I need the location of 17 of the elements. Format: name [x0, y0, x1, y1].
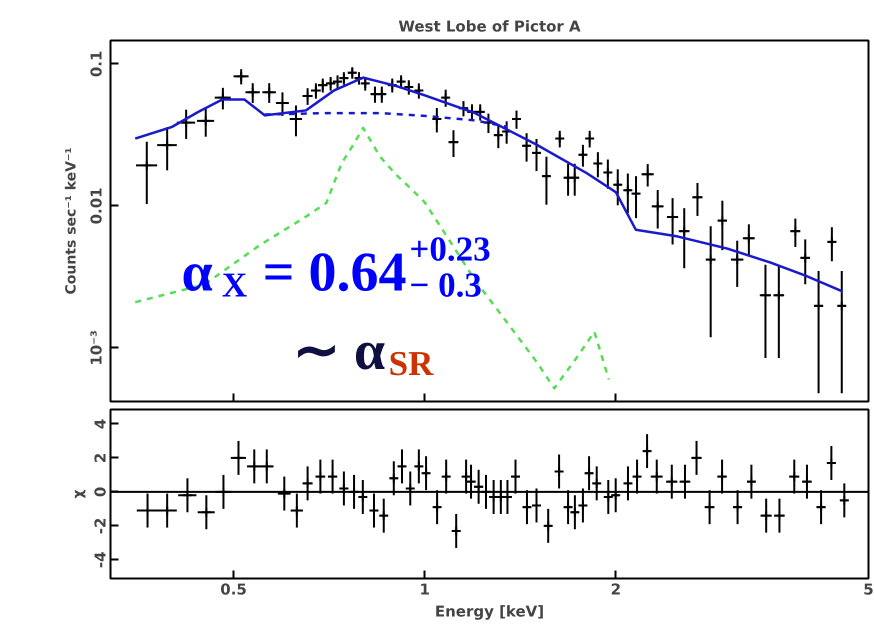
- y-tick-label: -4: [92, 551, 110, 568]
- y-tick-label: 0.01: [88, 187, 106, 224]
- x-tick-label: 1: [419, 580, 430, 598]
- y-tick-label: 4: [92, 418, 110, 430]
- y-axis-title: Counts sec⁻¹ keV⁻¹: [64, 147, 80, 295]
- x-tick-label: 2: [610, 580, 622, 598]
- chart-title: West Lobe of Pictor A: [398, 18, 582, 36]
- y-tick-label: 0.1: [88, 50, 106, 78]
- x-tick-label: 0.5: [220, 580, 247, 598]
- y-axis-title: χ: [70, 489, 86, 499]
- annotation: ∼ αSR: [292, 320, 434, 383]
- y-tick-label: 2: [92, 452, 110, 464]
- x-tick-label: 5: [863, 580, 874, 598]
- y-tick-label: -2: [92, 518, 110, 534]
- x-axis-title: Energy [keV]: [434, 602, 544, 620]
- y-tick-label: 10⁻³: [88, 330, 106, 366]
- y-tick-label: 0: [92, 486, 110, 498]
